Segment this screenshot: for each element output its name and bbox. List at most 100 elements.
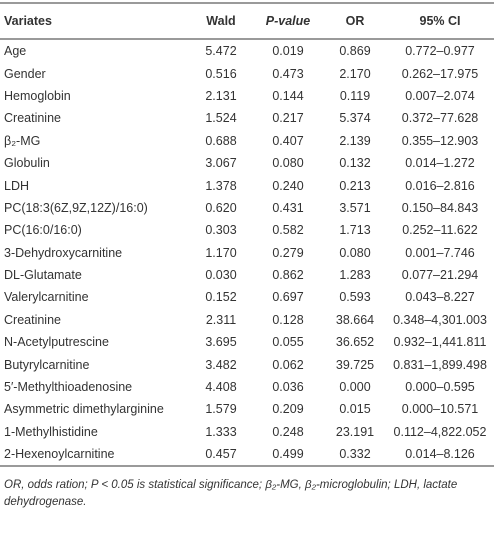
table-cell: 0.303: [205, 223, 237, 238]
table-row: 1-Methylhistidine 1.333 0.248 23.191 0.112–4…: [0, 421, 494, 443]
table-cell: 0.473: [272, 66, 304, 81]
table-cell: 0.240: [272, 178, 304, 193]
table-cell: 36.652: [335, 335, 375, 350]
table-cell: 2.139: [339, 133, 371, 148]
table-cell: Creatinine: [4, 111, 61, 126]
table-cell: 0.252–11.622: [402, 223, 478, 238]
table-cell: 1.283: [339, 268, 371, 283]
table-cell: PC(16:0/16:0): [4, 223, 82, 238]
table-cell: LDH: [4, 178, 30, 193]
header-row: Variates Wald P-value OR 95% CI: [0, 2, 494, 40]
table-cell: 0.431: [272, 200, 304, 215]
table-cell: Gender: [4, 66, 46, 81]
table-cell: 0.372–77.628: [401, 111, 479, 126]
table-cell: 0.688: [205, 133, 237, 148]
table-cell: 0.014–1.272: [405, 156, 475, 171]
table-cell: 0.217: [272, 111, 304, 126]
table-cell: 1.579: [205, 402, 237, 417]
table-cell: 4.408: [205, 380, 237, 395]
table-cell: 0.043–8.227: [405, 290, 475, 305]
table-cell: 39.725: [335, 357, 375, 372]
table-cell: 3.571: [339, 200, 371, 215]
table-cell: 1.170: [205, 245, 237, 260]
table-cell: 5′-Methylthioadenosine: [4, 380, 133, 395]
table-row: Globulin 3.067 0.080 0.132 0.014–1.272: [0, 152, 494, 174]
table-row: LDH 1.378 0.240 0.213 0.016–2.816: [0, 174, 494, 196]
table-cell: 0.279: [272, 245, 304, 260]
table-cell: 0.407: [272, 133, 304, 148]
table-cell: 0.062: [272, 357, 304, 372]
table-cell: 0.030: [205, 268, 237, 283]
table-cell: Age: [4, 44, 27, 59]
table-cell: 1.378: [205, 178, 237, 193]
table-cell: 3.482: [205, 357, 237, 372]
table-cell: 0.620: [205, 200, 237, 215]
table-cell: 0.152: [205, 290, 237, 305]
table-cell: 0.332: [324, 443, 386, 468]
table-cell: 0.019: [272, 44, 304, 59]
table-cell: 0.112–4,822.052: [393, 424, 487, 439]
table-cell: 0.499: [252, 443, 324, 468]
table-row: β₂-MG 0.688 0.407 2.139 0.355–12.903: [0, 130, 494, 152]
table-cell: 1-Methylhistidine: [4, 424, 98, 439]
table-cell: 0.697: [272, 290, 304, 305]
table-row: Creatinine 2.311 0.128 38.664 0.348–4,301.00…: [0, 309, 494, 331]
table-row: 5′-Methylthioadenosine 4.408 0.036 0.000 0.0…: [0, 376, 494, 398]
table-cell: 0.132: [339, 156, 371, 171]
table-row: Gender 0.516 0.473 2.170 0.262–17.975: [0, 62, 494, 84]
table-cell: Hemoglobin: [4, 88, 71, 103]
table-cell: 0.001–7.746: [405, 245, 475, 260]
table-row: Creatinine 1.524 0.217 5.374 0.372–77.628: [0, 107, 494, 129]
table-cell: 2.311: [205, 312, 237, 327]
table-cell: DL-Glutamate: [4, 268, 82, 283]
table-cell: Globulin: [4, 156, 50, 171]
footnote: OR, odds ration; P < 0.05 is statistical…: [4, 479, 458, 509]
header-cell: OR: [324, 2, 386, 40]
table-cell: 2.170: [339, 66, 371, 81]
table-row: DL-Glutamate 0.030 0.862 1.283 0.077–21.294: [0, 264, 494, 286]
table-cell: 0.150–84.843: [401, 200, 479, 215]
table-cell: 38.664: [335, 312, 375, 327]
table-cell: 3.695: [205, 335, 237, 350]
table-cell: 3-Dehydroxycarnitine: [4, 245, 123, 260]
table-cell: β₂-MG: [4, 133, 41, 148]
table-cell: 0.000–10.571: [401, 402, 479, 417]
table-cell: 5.374: [339, 111, 371, 126]
table-cell: 0.831–1,899.498: [393, 357, 487, 372]
table-row: Valerylcarnitine 0.152 0.697 0.593 0.043–8.2…: [0, 286, 494, 308]
table-cell: 0.080: [339, 245, 371, 260]
table-cell: 0.862: [272, 268, 304, 283]
table-row: Butyrylcarnitine 3.482 0.062 39.725 0.831–1,…: [0, 353, 494, 375]
table-cell: 3.067: [205, 156, 237, 171]
table-cell: Butyrylcarnitine: [4, 357, 90, 372]
table-row: PC(16:0/16:0) 0.303 0.582 1.713 0.252–11.622: [0, 219, 494, 241]
table-cell: 0.248: [272, 424, 304, 439]
table-cell: 0.348–4,301.003: [393, 312, 487, 327]
table-row: 3-Dehydroxycarnitine 1.170 0.279 0.080 0.001…: [0, 242, 494, 264]
table-cell: 1.524: [205, 111, 237, 126]
table-cell: 0.080: [272, 156, 304, 171]
table-cell: 0.007–2.074: [405, 88, 475, 103]
table-row: 2-Hexenoylcarnitine 0.457 0.499 0.332 0.014–…: [0, 443, 494, 468]
table-cell: 0.582: [272, 223, 304, 238]
table-cell: 1.333: [205, 424, 237, 439]
table-cell: 0.055: [272, 335, 304, 350]
header-cell: 95% CI: [386, 2, 494, 40]
header-cell: P-value: [252, 2, 324, 40]
table-cell: 0.213: [339, 178, 371, 193]
table-row: Asymmetric dimethylarginine 1.579 0.209 0.0…: [0, 398, 494, 420]
table-cell: 0.209: [272, 402, 304, 417]
table-cell: 0.015: [339, 402, 371, 417]
table-cell: Asymmetric dimethylarginine: [4, 402, 164, 417]
table-cell: 0.772–0.977: [405, 44, 475, 59]
table-cell: Valerylcarnitine: [4, 290, 89, 305]
table-cell: 2-Hexenoylcarnitine: [0, 443, 190, 468]
table-cell: 0.036: [272, 380, 304, 395]
table-cell: 0.119: [339, 88, 371, 103]
table-cell: 0.000: [339, 380, 371, 395]
table-cell: 5.472: [205, 44, 237, 59]
table-cell: 0.355–12.903: [401, 133, 479, 148]
table-cell: 0.144: [272, 88, 304, 103]
header-cell: Variates: [0, 2, 190, 40]
table-cell: 0.014–8.126: [386, 443, 494, 468]
